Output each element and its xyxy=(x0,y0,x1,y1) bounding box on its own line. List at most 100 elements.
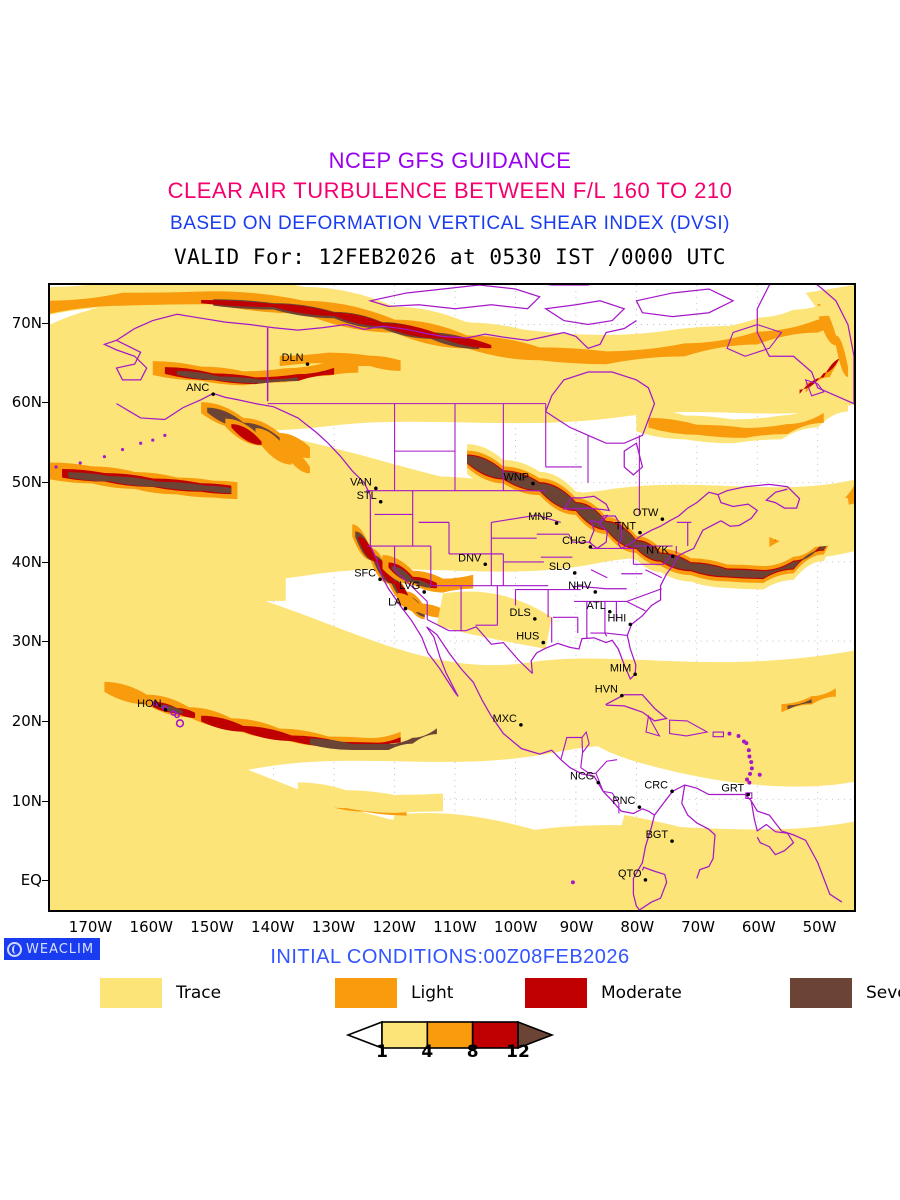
coastline xyxy=(426,626,562,761)
island-marker xyxy=(120,447,125,452)
coastline xyxy=(588,491,719,550)
island-marker xyxy=(151,438,155,442)
lat-tick-label: 20N xyxy=(11,711,42,730)
colorbar-tick: 12 xyxy=(506,1042,530,1062)
lat-tick-label: 50N xyxy=(11,473,42,492)
coastline xyxy=(426,619,450,632)
colorbar-tick: 4 xyxy=(421,1042,434,1062)
trace-turbulence-area xyxy=(757,301,830,332)
title-line-valid-time: VALID For: 12FEB2026 at 0530 IST /0000 U… xyxy=(173,245,726,269)
island-marker xyxy=(175,719,185,728)
lon-tick-label: 80W xyxy=(620,918,655,936)
coastline xyxy=(632,814,656,910)
coastline xyxy=(560,759,655,816)
coastline xyxy=(367,285,541,310)
lon-tick-label: 150W xyxy=(190,918,234,936)
coastline xyxy=(712,731,724,738)
lon-tick-label: 100W xyxy=(494,918,538,936)
moderate-turbulence-band xyxy=(201,300,492,349)
coastline xyxy=(645,714,661,737)
lon-tick-label: 120W xyxy=(372,918,417,936)
city-label: GRT xyxy=(721,783,744,795)
city-label: PNC xyxy=(612,795,635,807)
city-label: HVN xyxy=(595,684,618,696)
city-label: ATL xyxy=(587,600,606,612)
trace-turbulence-area xyxy=(92,669,407,751)
colorbar-tick: 8 xyxy=(466,1042,479,1062)
city-label: QTO xyxy=(618,868,641,880)
city-marker xyxy=(607,609,612,614)
island-marker xyxy=(749,766,754,771)
title-line-basis: BASED ON DEFORMATION VERTICAL SHEAR INDE… xyxy=(170,213,730,234)
severe-turbulence-band xyxy=(787,699,812,710)
coastline xyxy=(568,533,573,543)
lat-tick-label: 70N xyxy=(11,313,42,332)
city-marker xyxy=(620,693,624,698)
coastline xyxy=(606,632,628,637)
city-marker xyxy=(670,789,674,794)
lat-tick-mark xyxy=(42,322,50,324)
coastline xyxy=(394,569,428,602)
legend-item: Light xyxy=(335,978,453,1008)
island-marker xyxy=(745,777,749,782)
coastline xyxy=(623,442,644,476)
latitude-axis: 70N 60N 50N 40N 30N 20N 10N EQ xyxy=(0,283,50,912)
island-marker xyxy=(747,780,752,785)
coastline xyxy=(465,626,533,674)
trace-turbulence-area xyxy=(436,591,552,649)
severe-turbulence-band xyxy=(391,566,431,588)
colorbar-tick: 1 xyxy=(376,1042,388,1062)
light-turbulence-band xyxy=(648,412,824,438)
city-label: NCG xyxy=(570,771,594,783)
coastline xyxy=(102,313,637,381)
lat-tick-label: 40N xyxy=(11,552,42,571)
city-label: LA xyxy=(388,597,402,609)
trace-turbulence-area xyxy=(467,444,848,590)
map-plot-area[interactable]: ANC DLN VAN STL WNP MNP CHG OTW TNT NYK DNV SLO SFC L… xyxy=(48,283,856,912)
city-marker xyxy=(554,521,559,525)
island-marker xyxy=(736,733,741,738)
island-marker xyxy=(139,441,143,445)
island-marker xyxy=(78,461,82,465)
coastline xyxy=(543,300,626,326)
city-label: ANC xyxy=(186,382,209,394)
title-block: NCEP GFS GUIDANCE CLEAR AIR TURBULENCE B… xyxy=(0,148,900,274)
city-marker xyxy=(670,554,675,559)
lat-tick-mark xyxy=(42,720,50,722)
city-marker xyxy=(637,805,642,809)
circle-c-icon xyxy=(7,941,22,957)
trace-turbulence-area xyxy=(50,293,854,442)
lon-tick-label: 110W xyxy=(433,918,477,936)
city-label: DLS xyxy=(510,607,531,619)
light-turbulence-band xyxy=(397,593,443,618)
legend-item: Severe xyxy=(790,978,900,1008)
city-marker xyxy=(638,530,642,535)
trace-turbulence-area xyxy=(382,812,564,879)
city-marker xyxy=(163,708,168,712)
city-marker xyxy=(483,562,488,567)
coastline xyxy=(580,585,607,590)
light-turbulence-band xyxy=(279,352,401,371)
coastline xyxy=(491,514,537,523)
city-label: WNP xyxy=(504,472,530,484)
legend-label: Trace xyxy=(176,983,222,1003)
coastline xyxy=(645,569,663,579)
city-marker xyxy=(572,571,577,575)
weaclim-logo[interactable]: WEACLIM xyxy=(4,938,101,960)
city-label: HHI xyxy=(608,612,627,624)
city-marker xyxy=(519,723,523,727)
city-label: HON xyxy=(137,698,161,710)
coastline xyxy=(626,588,662,603)
initial-conditions-label: INITIAL CONDITIONS:00Z08FEB2026 xyxy=(270,946,630,968)
trace-turbulence-area xyxy=(757,490,854,547)
island-marker xyxy=(152,700,159,707)
coastline xyxy=(804,379,825,397)
city-label: SFC xyxy=(354,567,376,579)
colorbar-over-arrow xyxy=(517,1020,555,1050)
city-label: VAN xyxy=(350,476,372,488)
legend-swatch xyxy=(100,978,162,1008)
legend-item: Moderate xyxy=(525,978,682,1008)
city-marker xyxy=(378,577,382,582)
coastline xyxy=(116,392,459,697)
coastline xyxy=(626,600,646,612)
